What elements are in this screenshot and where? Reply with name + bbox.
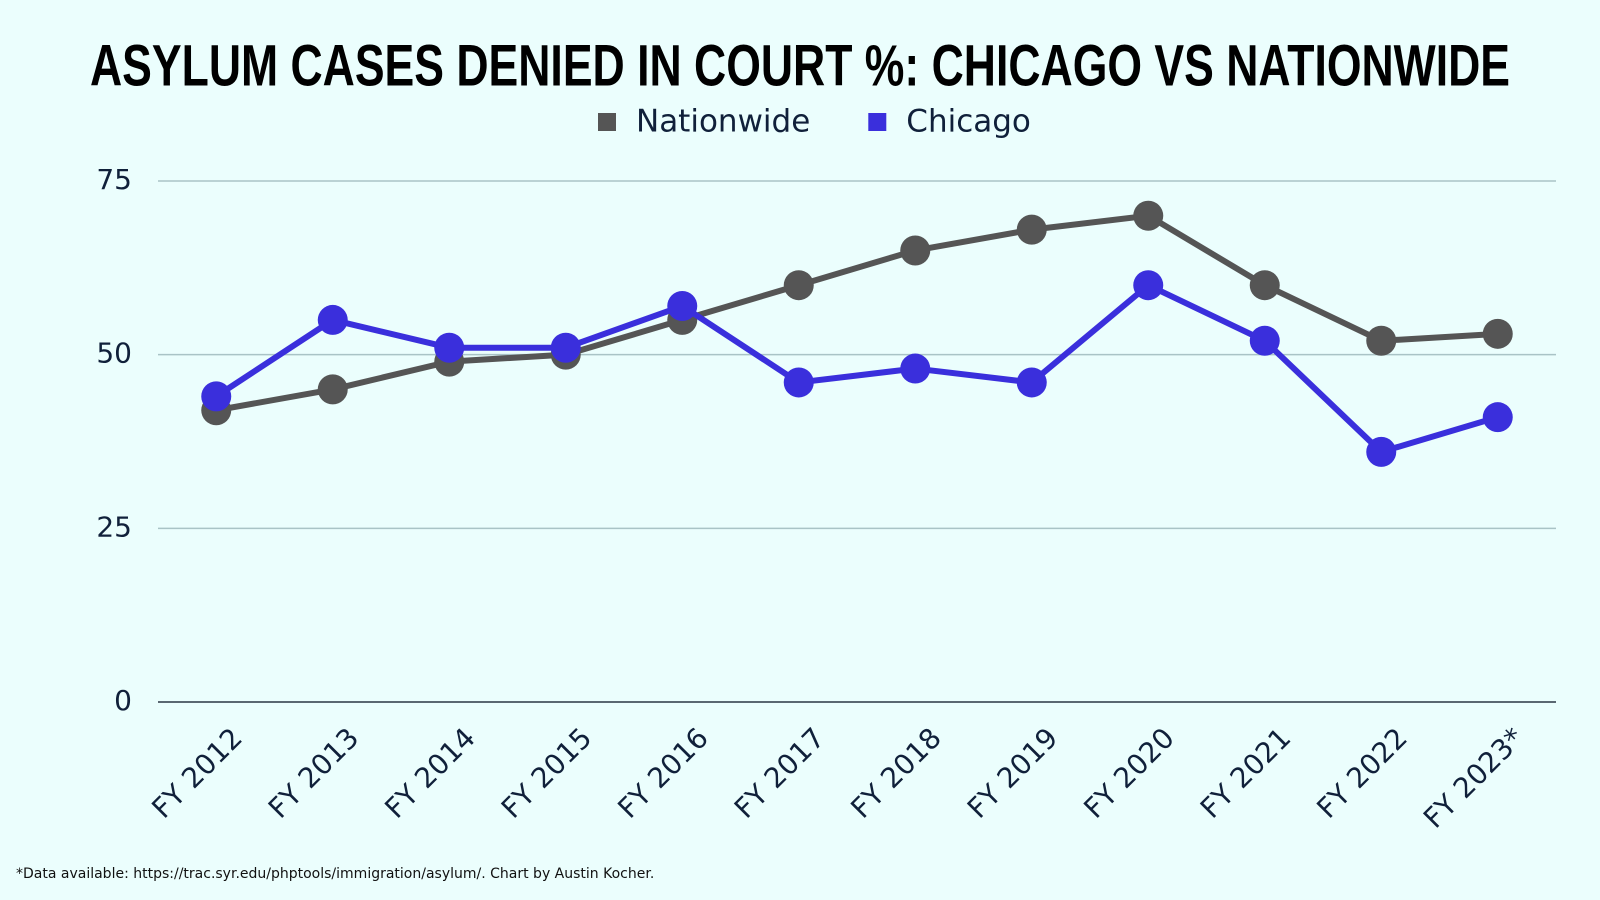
data-point — [434, 332, 465, 363]
y-tick-label: 25 — [96, 510, 132, 543]
data-point — [1016, 367, 1047, 398]
data-point — [1366, 436, 1397, 467]
data-point — [667, 291, 698, 322]
data-point — [1249, 270, 1280, 301]
data-point — [900, 353, 931, 384]
y-tick-label: 75 — [96, 163, 132, 196]
data-point — [1016, 214, 1047, 245]
data-point — [900, 235, 931, 266]
legend-swatch — [868, 113, 887, 131]
y-tick-label: 50 — [96, 337, 132, 370]
chart-title: ASYLUM CASES DENIED IN COURT %: CHICAGO … — [90, 33, 1510, 98]
data-point — [783, 367, 814, 398]
data-point — [317, 374, 348, 405]
data-point — [201, 381, 232, 412]
data-point — [550, 332, 581, 363]
data-point — [1366, 325, 1397, 356]
data-point — [1133, 200, 1164, 231]
legend-swatch — [598, 113, 616, 131]
data-point — [1482, 402, 1513, 433]
y-tick-label: 0 — [114, 684, 132, 717]
data-point — [1249, 325, 1280, 356]
legend-label: Chicago — [906, 104, 1031, 140]
series-line — [214, 282, 1499, 455]
series-line — [215, 212, 1498, 414]
legend-label: Nationwide — [636, 104, 810, 140]
data-point — [1482, 318, 1513, 349]
data-point — [1133, 270, 1164, 301]
data-point — [317, 304, 348, 335]
footnote: *Data available: https://trac.syr.edu/ph… — [16, 866, 654, 882]
data-point — [783, 270, 814, 301]
